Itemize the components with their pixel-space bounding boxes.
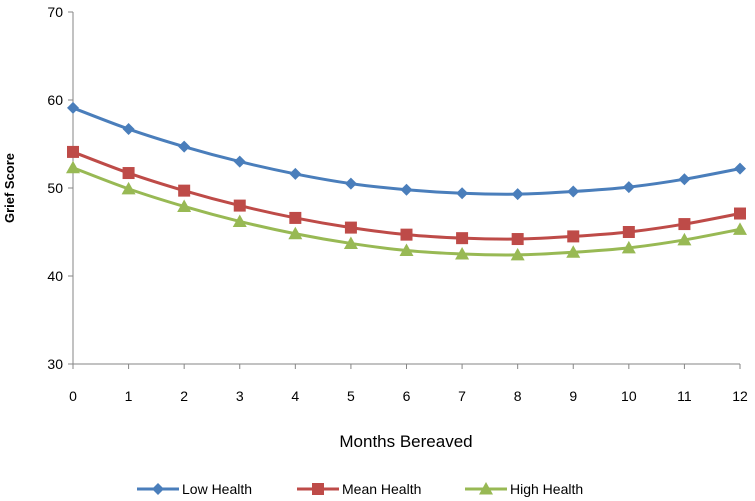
legend-label: Mean Health <box>342 481 421 497</box>
data-point-high-health <box>455 247 470 260</box>
data-point-high-health <box>121 181 136 195</box>
y-tick-label: 40 <box>47 268 63 284</box>
data-point-high-health <box>66 160 80 174</box>
x-tick-label: 3 <box>236 388 244 404</box>
data-point-mean-health <box>567 230 580 243</box>
legend-item-high-health: High Health <box>465 481 583 497</box>
legend-swatch-marker <box>479 482 493 495</box>
x-tick-label: 6 <box>403 388 411 404</box>
data-point-mean-health <box>622 226 635 238</box>
legend: Low Health Mean Health High Health <box>137 481 583 497</box>
data-point-mean-health <box>289 211 302 224</box>
data-point-low-health <box>622 181 635 194</box>
data-point-high-health <box>399 243 414 256</box>
series-line-high-health <box>72 166 741 257</box>
series-layer <box>66 101 747 261</box>
x-tick-label: 7 <box>458 388 466 404</box>
x-tick-label: 5 <box>347 388 355 404</box>
series-high-health <box>66 160 747 261</box>
data-point-high-health <box>621 240 636 254</box>
x-tick-label: 2 <box>180 388 188 404</box>
data-point-low-health <box>567 185 580 198</box>
data-point-mean-health <box>67 145 79 158</box>
data-point-high-health <box>288 226 303 240</box>
data-point-low-health <box>734 162 746 175</box>
data-point-mean-health <box>734 207 746 220</box>
x-tick-label: 10 <box>621 388 637 404</box>
data-point-low-health <box>122 123 135 136</box>
data-point-mean-health <box>400 228 413 241</box>
data-point-low-health <box>456 187 469 200</box>
data-point-mean-health <box>456 232 469 245</box>
data-point-low-health <box>511 188 524 201</box>
data-point-mean-health <box>511 233 524 246</box>
x-tick-label: 0 <box>69 388 77 404</box>
x-tick-labels: 0 1 2 3 4 5 6 7 8 9 10 11 12 <box>69 364 748 404</box>
data-point-high-health <box>566 245 581 258</box>
y-tick-labels: 30 40 50 60 70 <box>47 4 73 372</box>
data-point-high-health <box>677 232 692 246</box>
y-tick-label: 70 <box>47 4 63 20</box>
data-point-mean-health <box>344 221 357 234</box>
data-point-mean-health <box>233 199 246 212</box>
legend-label: Low Health <box>182 481 252 497</box>
x-tick-label: 1 <box>125 388 133 404</box>
data-point-low-health <box>178 140 191 153</box>
x-axis-title: Months Bereaved <box>339 432 472 451</box>
data-point-mean-health <box>678 218 691 231</box>
legend-item-mean-health: Mean Health <box>297 481 421 497</box>
series-low-health <box>67 101 746 201</box>
x-tick-label: 11 <box>677 388 692 404</box>
data-point-high-health <box>343 236 358 249</box>
y-tick-label: 60 <box>47 92 63 108</box>
data-point-low-health <box>344 177 357 190</box>
x-tick-label: 12 <box>732 388 748 404</box>
legend-swatch-marker <box>152 483 164 495</box>
data-point-low-health <box>678 173 691 186</box>
data-point-high-health <box>232 214 247 227</box>
series-mean-health <box>67 145 746 246</box>
data-point-low-health <box>233 155 246 168</box>
legend-swatch-marker <box>312 483 324 495</box>
data-point-high-health <box>177 199 192 212</box>
data-point-high-health <box>733 222 747 235</box>
data-point-mean-health <box>122 167 135 180</box>
y-tick-label: 30 <box>47 356 63 372</box>
x-tick-label: 4 <box>291 388 299 404</box>
series-line-low-health <box>72 106 741 196</box>
y-axis-title: Grief Score <box>2 153 17 223</box>
x-tick-label: 8 <box>514 388 522 404</box>
legend-label: High Health <box>510 481 583 497</box>
data-point-mean-health <box>178 184 191 197</box>
data-point-low-health <box>400 183 413 196</box>
y-tick-label: 50 <box>47 180 63 196</box>
x-tick-label: 9 <box>569 388 577 404</box>
data-point-low-health <box>67 101 79 114</box>
legend-item-low-health: Low Health <box>137 481 252 497</box>
data-point-low-health <box>289 167 302 180</box>
data-point-high-health <box>510 247 525 261</box>
